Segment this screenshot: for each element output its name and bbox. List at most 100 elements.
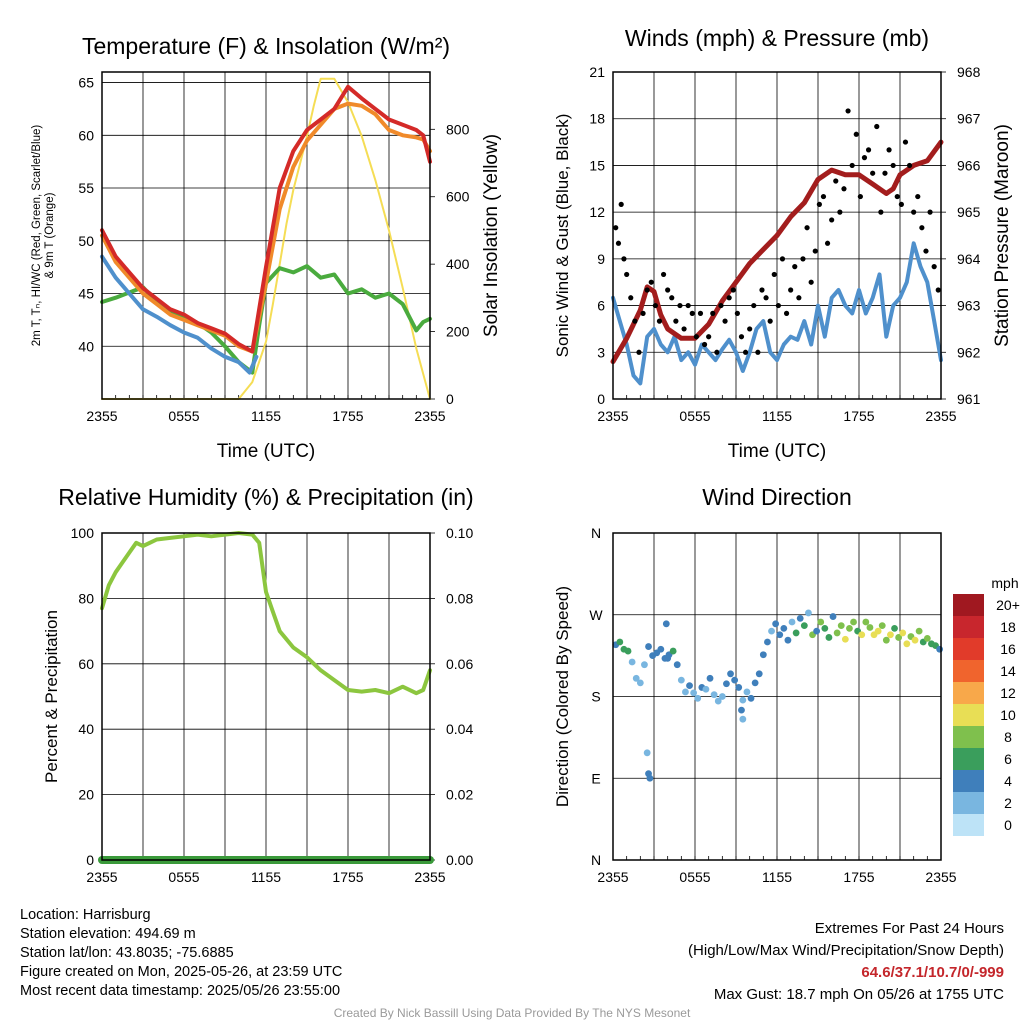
winds-gust-point: [927, 209, 933, 215]
winds-ytick-label: 0: [597, 391, 605, 407]
speed-legend-swatch: [953, 616, 984, 638]
wdir-direction-point: [936, 645, 944, 653]
wdir-direction-point: [813, 627, 821, 635]
rh-ylabel: Percent & Precipitation: [42, 610, 61, 783]
winds-gust-point: [714, 349, 720, 355]
temp-xtick-label: 2355: [414, 408, 445, 424]
winds-gust-point: [652, 302, 658, 309]
rh-xtick-label: 2355: [414, 869, 445, 885]
winds-ytick-label: 18: [589, 111, 605, 127]
rh-ytick-label: 20: [78, 787, 94, 803]
rh-xtick-label: 2355: [86, 869, 117, 885]
wdir-direction-point: [866, 624, 874, 631]
rh-title: Relative Humidity (%) & Precipitation (i…: [58, 484, 473, 510]
temp-ylabel-line1: 2m T, Tₙ, HI/WC (Red, Green, Scarlet/Blu…: [31, 125, 43, 347]
temp-ytick-label: 65: [78, 75, 94, 91]
speed-legend-swatch: [953, 638, 984, 660]
winds-gust-point: [824, 240, 831, 246]
wdir-direction-point: [829, 613, 837, 620]
winds-gust-point: [685, 302, 691, 309]
wdir-direction-point: [739, 696, 747, 704]
temp-ytick-label: 40: [78, 338, 94, 354]
wdir-direction-point: [738, 706, 745, 714]
winds-gust-point: [804, 225, 810, 231]
winds-gust-point: [751, 302, 757, 309]
winds-gust-point: [615, 240, 622, 246]
wdir-direction-point: [768, 627, 775, 635]
winds-gust-point: [886, 147, 892, 153]
wdir-direction-point: [805, 609, 812, 617]
winds-ytick-label: 21: [589, 64, 605, 80]
wdir-direction-point: [792, 629, 800, 637]
speed-legend-label: 8: [1004, 729, 1012, 745]
wdir-direction-point: [821, 624, 829, 632]
winds-gust-point: [820, 193, 827, 200]
wdir-direction-point: [882, 636, 890, 644]
winds-gust-point: [931, 264, 937, 270]
temp-ytick-label: 60: [78, 127, 94, 143]
winds-gust-point: [734, 310, 740, 316]
wdir-direction-point: [747, 694, 755, 702]
wdir-direction-point: [735, 684, 743, 691]
wdir-direction-point: [878, 622, 886, 630]
speed-legend-label: 16: [1000, 641, 1016, 657]
station-latlon: Station lat/lon: 43.8035; -75.6885: [20, 945, 234, 961]
wdir-direction-point: [751, 679, 759, 687]
wdir-direction-point: [673, 661, 681, 669]
winds-y2tick-label: 961: [957, 391, 981, 407]
winds-gust-point: [874, 123, 880, 130]
winds-ytick-label: 6: [597, 298, 605, 314]
wdir-direction-point: [624, 647, 632, 655]
wdir-direction-point: [788, 618, 796, 626]
winds-gust-point: [911, 209, 917, 215]
wdir-direction-point: [616, 638, 624, 646]
wdir-direction-point: [780, 624, 788, 632]
winds-gust-point: [890, 162, 896, 169]
wdir-direction-point: [911, 636, 919, 644]
winds-gust-point: [742, 349, 749, 355]
wdir-xtick-label: 2355: [925, 869, 956, 885]
wdir-direction-point: [915, 627, 923, 635]
wdir-direction-point: [899, 629, 907, 637]
winds-gust-point: [689, 310, 695, 316]
winds-gust-point: [906, 162, 913, 169]
rh-y2tick-label: 0.06: [446, 656, 473, 672]
wdir-direction-point: [664, 654, 672, 662]
wdir-direction-point: [895, 634, 903, 641]
wdir-direction-point: [694, 694, 702, 702]
wdir-direction-point: [686, 682, 693, 689]
rh-ytick-label: 60: [78, 656, 94, 672]
wdir-direction-point: [784, 636, 792, 644]
temp-title: Temperature (F) & Insolation (W/m²): [82, 33, 450, 59]
winds-gust-point: [648, 279, 654, 285]
winds-gust-point: [710, 310, 716, 316]
rh-xtick-label: 1155: [251, 869, 281, 885]
rh-y2tick-label: 0.02: [446, 787, 473, 803]
temp-y2tick-label: 200: [446, 324, 470, 340]
wdir-xtick-label: 1755: [843, 869, 874, 885]
winds-gust-point: [923, 248, 929, 254]
winds-gust-point: [894, 193, 900, 200]
wdir-direction-point: [764, 638, 771, 646]
extremes-values: 64.6/37.1/10.7/0/-999: [861, 964, 1004, 981]
temp-series-temp_9m: [100, 101, 432, 354]
winds-gust-point: [656, 318, 663, 324]
winds-gust-point: [697, 310, 704, 316]
temp-xlabel: Time (UTC): [217, 441, 316, 462]
speed-legend-swatch: [953, 704, 984, 726]
winds-ytick-label: 3: [597, 344, 605, 360]
winds-xlabel: Time (UTC): [728, 441, 827, 462]
temp-y2tick-label: 600: [446, 189, 470, 205]
speed-legend-title: mph: [991, 575, 1018, 591]
temp-xtick-label: 1755: [332, 408, 363, 424]
winds-gust-point: [722, 318, 728, 324]
wdir-direction-point: [682, 688, 689, 696]
speed-legend-swatch: [953, 814, 984, 836]
wdir-xtick-label: 2355: [597, 869, 628, 885]
temp-y2tick-label: 400: [446, 256, 470, 272]
winds-series-pressure: [610, 139, 944, 365]
winds-gust-point: [701, 341, 708, 348]
winds-ytick-label: 12: [589, 204, 605, 220]
wdir-direction-point: [874, 627, 882, 635]
speed-legend-label: 20+: [996, 597, 1020, 613]
